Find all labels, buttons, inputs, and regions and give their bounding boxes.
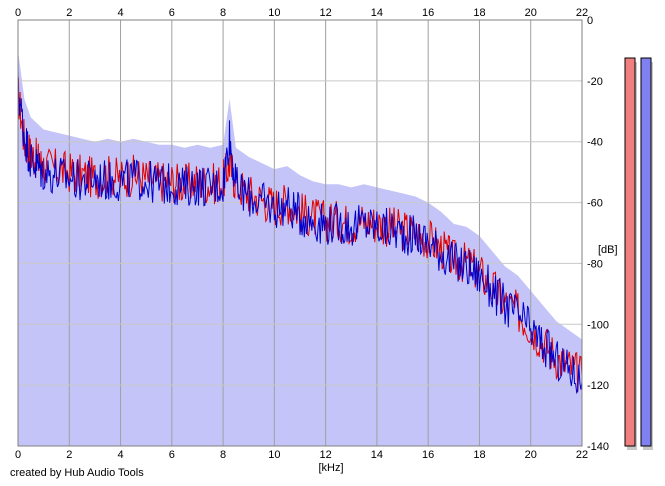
x-tick-label-top: 10	[268, 7, 280, 19]
x-tick-label-top: 4	[117, 7, 123, 19]
x-tick-label-bottom: 12	[320, 449, 332, 461]
x-tick-label-bottom: 20	[525, 449, 537, 461]
x-tick-label-top: 16	[422, 7, 434, 19]
y-tick-label: -140	[587, 441, 609, 453]
y-tick-label: -100	[587, 319, 609, 331]
spectrum-series-1	[17, 76, 583, 393]
y-tick-label: -80	[587, 258, 603, 270]
x-tick-label-bottom: 8	[220, 449, 226, 461]
credit-text: created by Hub Audio Tools	[10, 467, 144, 479]
x-tick-label-bottom: 22	[576, 449, 588, 461]
x-tick-label-top: 8	[220, 7, 226, 19]
x-tick-label-bottom: 16	[422, 449, 434, 461]
x-tick-label-top: 12	[320, 7, 332, 19]
x-tick-label-bottom: 2	[66, 449, 72, 461]
y-tick-label: -20	[587, 76, 603, 88]
y-tick-label: -120	[587, 380, 609, 392]
spectrum-fill-area	[18, 50, 582, 447]
x-tick-label-top: 18	[473, 7, 485, 19]
x-tick-label-top: 0	[15, 7, 21, 19]
x-tick-label-bottom: 0	[15, 449, 21, 461]
spectrum-series-2	[17, 69, 583, 395]
x-tick-label-top: 22	[576, 7, 588, 19]
y-tick-label: 0	[587, 15, 593, 27]
level-meter-2	[640, 57, 652, 447]
x-tick-label-top: 14	[371, 7, 383, 19]
x-tick-label-bottom: 14	[371, 449, 383, 461]
y-axis-label: [dB]	[598, 244, 618, 256]
x-tick-label-top: 6	[169, 7, 175, 19]
x-tick-label-bottom: 18	[473, 449, 485, 461]
y-tick-label: -40	[587, 137, 603, 149]
y-tick-label: -60	[587, 198, 603, 210]
x-axis-label: [kHz]	[318, 462, 343, 474]
x-tick-label-bottom: 10	[268, 449, 280, 461]
x-tick-label-bottom: 4	[117, 449, 123, 461]
plot-border	[17, 19, 583, 447]
level-meter-1	[624, 57, 636, 447]
x-tick-label-top: 2	[66, 7, 72, 19]
x-tick-label-top: 20	[525, 7, 537, 19]
x-tick-label-bottom: 6	[169, 449, 175, 461]
